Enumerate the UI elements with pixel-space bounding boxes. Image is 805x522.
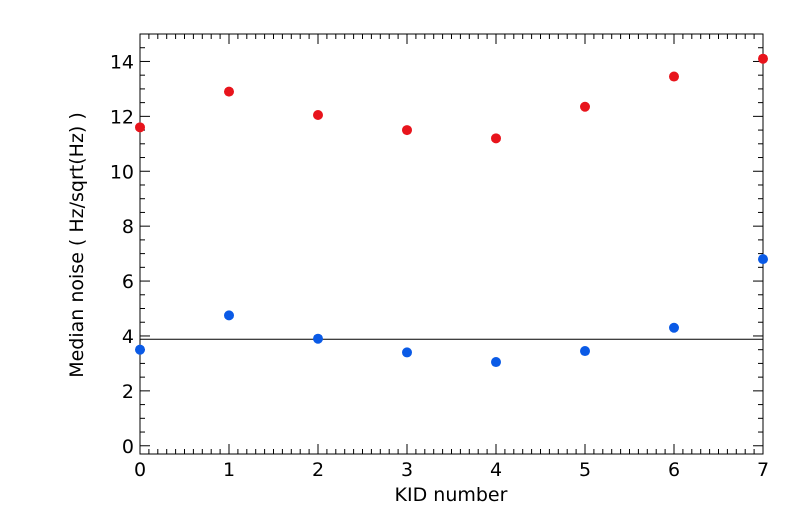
y-tick-label: 10: [110, 161, 134, 183]
data-point-series-1: [313, 109, 323, 120]
y-axis-title: Median noise ( Hz/sqrt(Hz) ): [66, 112, 88, 378]
data-point-series-2: [491, 357, 501, 368]
y-tick-label: 0: [122, 436, 134, 458]
data-points: [135, 53, 768, 368]
x-tick-label: 1: [223, 459, 235, 481]
x-tick-label: 3: [401, 459, 413, 481]
data-point-series-1: [580, 101, 590, 112]
y-tick-labels: 0 2 4 6 8 10 12 14: [110, 51, 134, 457]
data-point-series-2: [402, 347, 412, 358]
x-tick-label: 2: [312, 459, 324, 481]
data-point-series-1: [402, 125, 412, 136]
x-tick-label: 6: [668, 459, 680, 481]
y-tick-label: 2: [122, 381, 134, 403]
y-tick-label: 6: [122, 271, 134, 293]
x-axis-title: KID number: [395, 484, 508, 506]
data-point-series-1: [491, 133, 501, 144]
x-tick-label: 4: [490, 459, 502, 481]
x-tick-label: 5: [579, 459, 591, 481]
data-point-series-2: [580, 346, 590, 357]
plot-border: [139, 33, 764, 455]
y-tick-label: 12: [110, 106, 134, 128]
x-tick-label: 7: [757, 459, 769, 481]
y-tick-label: 14: [110, 51, 134, 73]
data-point-series-1: [135, 122, 145, 133]
data-point-series-1: [669, 71, 679, 82]
data-point-series-1: [224, 86, 234, 97]
data-point-series-2: [313, 333, 323, 344]
major-ticks: [139, 34, 764, 454]
y-tick-label: 4: [122, 326, 134, 348]
plot-frame: [139, 33, 764, 455]
data-point-series-2: [135, 344, 145, 355]
x-tick-label: 0: [134, 459, 146, 481]
data-point-series-2: [669, 322, 679, 333]
minor-ticks: [140, 33, 763, 454]
data-point-series-2: [224, 310, 234, 321]
x-tick-labels: 0 1 2 3 4 5 6 7: [134, 459, 769, 481]
y-tick-label: 8: [122, 216, 134, 238]
data-point-series-2: [758, 254, 768, 265]
data-point-series-1: [758, 53, 768, 64]
